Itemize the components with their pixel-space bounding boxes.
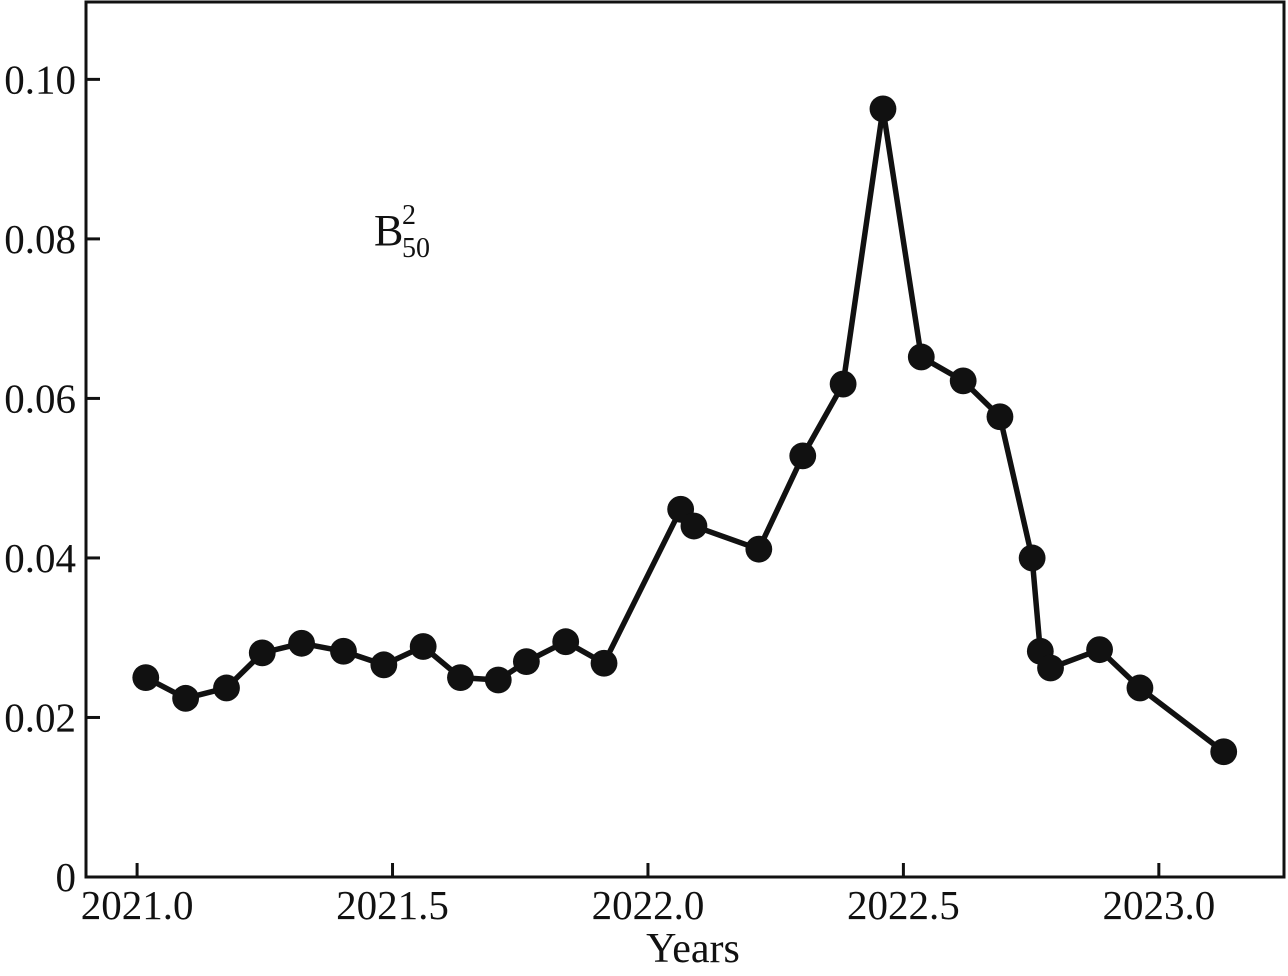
y-axis-tick-label: 0: [56, 854, 77, 900]
y-axis-tick-label: 0.10: [4, 56, 76, 102]
data-point: [484, 666, 512, 694]
data-point: [330, 637, 357, 665]
y-axis-tick-label: 0.08: [4, 216, 76, 262]
x-axis-tick-label: 2022.0: [592, 882, 705, 928]
plot-border: [84, 0, 1286, 879]
data-point: [949, 367, 977, 395]
data-point: [409, 633, 437, 660]
data-point: [132, 664, 160, 691]
data-point: [512, 648, 540, 676]
data-point: [829, 370, 857, 398]
data-point: [907, 343, 935, 371]
x-axis-title: Years: [646, 926, 740, 972]
data-point: [789, 442, 817, 470]
x-axis-tick-label: 2021.0: [81, 882, 194, 928]
series-line: [143, 106, 1227, 755]
data-point: [213, 674, 240, 702]
y-axis-tick-label: 0.04: [4, 535, 76, 581]
data-points: [132, 95, 1238, 766]
data-point: [1086, 636, 1113, 664]
data-point: [552, 628, 580, 656]
data-point: [1210, 738, 1238, 766]
y-axis-tick-label: 0.06: [4, 375, 76, 421]
data-point: [1018, 544, 1046, 572]
data-point: [1126, 674, 1154, 702]
x-axis-tick-label: 2021.5: [336, 882, 449, 928]
data-point: [370, 651, 398, 679]
axis-ticks: 2021.0 2021.5 2022.0 2022.5 2023.0 0 0.02 0.04 0…: [4, 56, 1215, 928]
x-axis-tick-label: 2022.5: [847, 882, 960, 928]
data-point: [986, 403, 1014, 431]
data-point: [745, 535, 773, 563]
x-axis-tick-label: 2023.0: [1102, 882, 1215, 928]
data-point: [172, 684, 200, 712]
series-layer: [132, 95, 1238, 766]
data-point: [869, 95, 897, 123]
data-point: [590, 649, 618, 677]
data-point: [447, 664, 474, 691]
data-point: [288, 629, 315, 657]
y-axis-tick-label: 0.02: [4, 694, 76, 740]
series-label-annotation: B2 50: [374, 200, 430, 264]
data-point: [1037, 654, 1064, 682]
data-point: [248, 639, 276, 667]
data-point: [680, 512, 708, 540]
